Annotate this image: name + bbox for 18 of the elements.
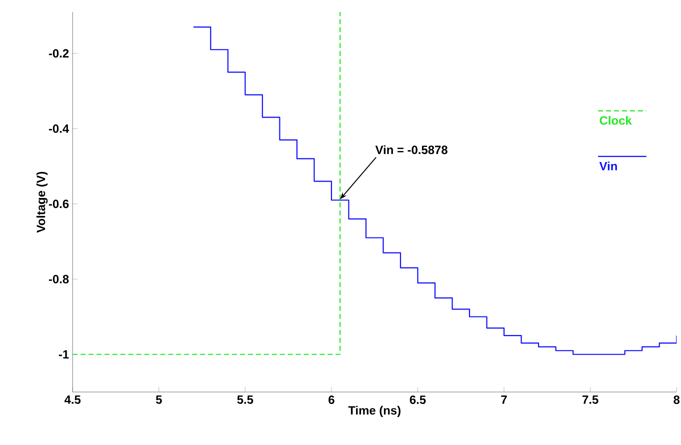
y-axis-title: Voltage (V): [36, 172, 48, 233]
y-tick-label: -0.8: [48, 274, 69, 284]
y-tick-label: -0.2: [48, 49, 69, 58]
x-tick-label: 4.5: [64, 396, 81, 404]
annotation: Vin = -0.5878: [375, 145, 448, 154]
x-tick-label: 7.5: [582, 396, 598, 404]
legend-label: Clock: [600, 116, 632, 125]
x-tick-label: 5.5: [237, 396, 254, 404]
y-tick-label: -0.4: [48, 124, 70, 133]
x-axis-title: Time (ns): [348, 406, 400, 417]
legend-label: Vin: [599, 162, 617, 170]
x-tick-label: 6.5: [410, 396, 426, 404]
x-tick-label: 7: [501, 396, 507, 404]
x-tick-label: 5: [156, 396, 162, 404]
x-tick-label: 8: [674, 396, 680, 404]
y-tick-label: -1: [58, 350, 69, 358]
x-tick-label: 6: [328, 396, 334, 404]
y-tick-label: -0.6: [48, 200, 69, 208]
